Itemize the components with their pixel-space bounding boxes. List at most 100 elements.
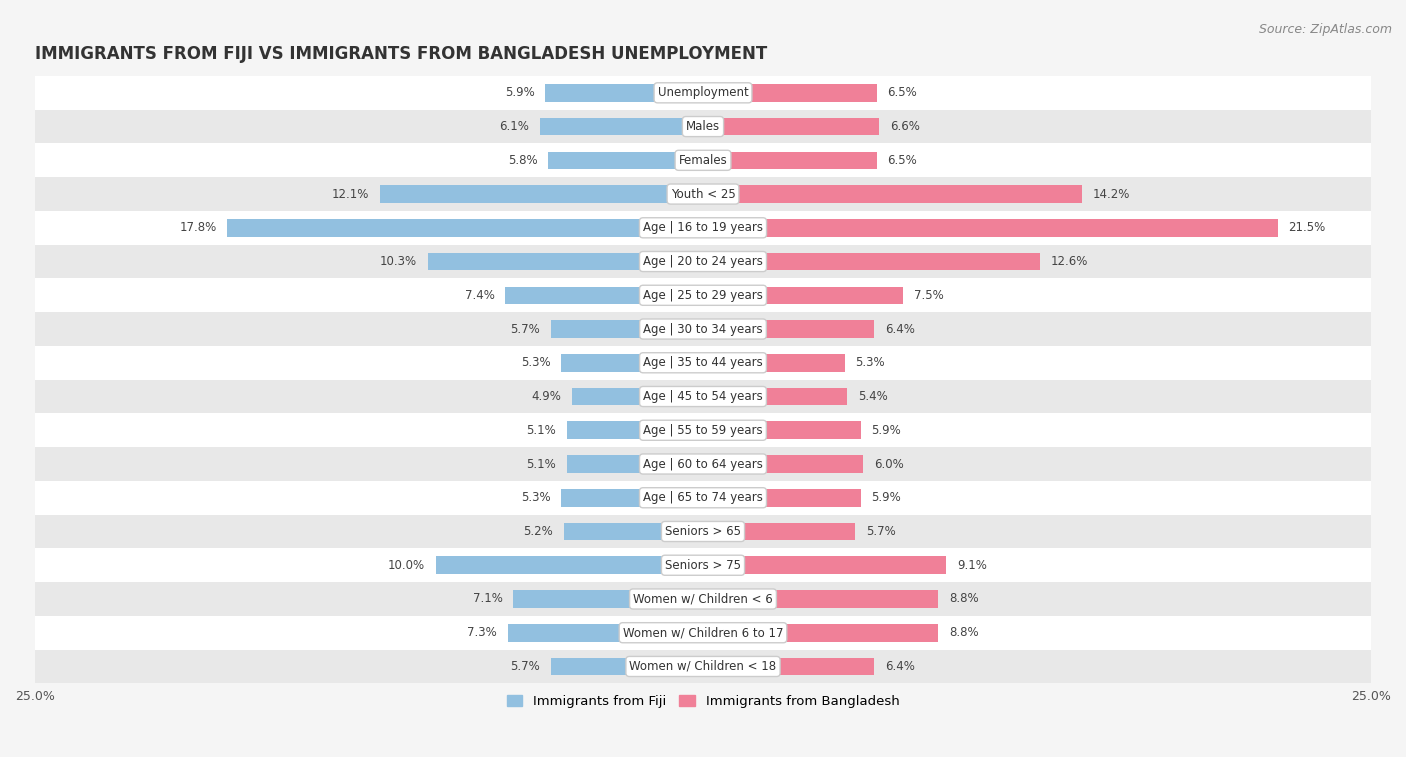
Text: 6.4%: 6.4% — [884, 660, 914, 673]
Bar — [703, 455, 863, 473]
Bar — [703, 624, 938, 641]
Bar — [703, 286, 904, 304]
Text: Age | 45 to 54 years: Age | 45 to 54 years — [643, 390, 763, 403]
Bar — [703, 84, 877, 101]
Bar — [561, 489, 703, 506]
Bar — [572, 388, 703, 405]
Bar — [703, 354, 845, 372]
Bar — [228, 219, 703, 237]
Text: 9.1%: 9.1% — [957, 559, 987, 572]
Bar — [427, 253, 703, 270]
Bar — [35, 447, 1371, 481]
Bar — [703, 658, 875, 675]
Text: 5.4%: 5.4% — [858, 390, 887, 403]
Text: Males: Males — [686, 120, 720, 133]
Text: Youth < 25: Youth < 25 — [671, 188, 735, 201]
Text: 5.3%: 5.3% — [855, 357, 884, 369]
Text: IMMIGRANTS FROM FIJI VS IMMIGRANTS FROM BANGLADESH UNEMPLOYMENT: IMMIGRANTS FROM FIJI VS IMMIGRANTS FROM … — [35, 45, 768, 64]
Text: 6.0%: 6.0% — [875, 457, 904, 471]
Bar — [380, 185, 703, 203]
Bar — [505, 286, 703, 304]
Bar — [35, 413, 1371, 447]
Bar — [35, 110, 1371, 143]
Text: Seniors > 75: Seniors > 75 — [665, 559, 741, 572]
Text: 6.6%: 6.6% — [890, 120, 920, 133]
Bar — [703, 590, 938, 608]
Bar — [703, 523, 855, 540]
Text: Age | 16 to 19 years: Age | 16 to 19 years — [643, 221, 763, 235]
Text: 5.3%: 5.3% — [522, 491, 551, 504]
Bar — [548, 151, 703, 169]
Text: 5.9%: 5.9% — [872, 491, 901, 504]
Text: 10.0%: 10.0% — [388, 559, 425, 572]
Text: 5.2%: 5.2% — [523, 525, 554, 538]
Bar — [540, 118, 703, 136]
Text: Females: Females — [679, 154, 727, 167]
Text: 5.8%: 5.8% — [508, 154, 537, 167]
Bar — [703, 422, 860, 439]
Bar — [35, 346, 1371, 380]
Bar — [703, 556, 946, 574]
Text: Age | 65 to 74 years: Age | 65 to 74 years — [643, 491, 763, 504]
Bar — [35, 650, 1371, 684]
Text: 5.1%: 5.1% — [526, 457, 555, 471]
Bar — [35, 76, 1371, 110]
Text: Age | 25 to 29 years: Age | 25 to 29 years — [643, 288, 763, 302]
Text: 21.5%: 21.5% — [1288, 221, 1326, 235]
Text: 5.7%: 5.7% — [510, 322, 540, 335]
Text: Age | 35 to 44 years: Age | 35 to 44 years — [643, 357, 763, 369]
Text: Women w/ Children < 18: Women w/ Children < 18 — [630, 660, 776, 673]
Bar — [551, 320, 703, 338]
Text: 5.7%: 5.7% — [866, 525, 896, 538]
Bar — [703, 388, 848, 405]
Text: 4.9%: 4.9% — [531, 390, 561, 403]
Text: 6.4%: 6.4% — [884, 322, 914, 335]
Text: 5.9%: 5.9% — [505, 86, 534, 99]
Text: 7.3%: 7.3% — [467, 626, 498, 639]
Text: Age | 60 to 64 years: Age | 60 to 64 years — [643, 457, 763, 471]
Bar — [508, 624, 703, 641]
Bar — [551, 658, 703, 675]
Text: 12.1%: 12.1% — [332, 188, 368, 201]
Bar — [703, 151, 877, 169]
Text: Women w/ Children 6 to 17: Women w/ Children 6 to 17 — [623, 626, 783, 639]
Text: Women w/ Children < 6: Women w/ Children < 6 — [633, 593, 773, 606]
Bar — [35, 245, 1371, 279]
Bar — [436, 556, 703, 574]
Bar — [703, 118, 879, 136]
Text: 14.2%: 14.2% — [1092, 188, 1130, 201]
Text: 8.8%: 8.8% — [949, 626, 979, 639]
Bar — [546, 84, 703, 101]
Bar — [703, 253, 1039, 270]
Text: 6.1%: 6.1% — [499, 120, 529, 133]
Text: Source: ZipAtlas.com: Source: ZipAtlas.com — [1258, 23, 1392, 36]
Bar — [35, 481, 1371, 515]
Bar — [703, 489, 860, 506]
Bar — [567, 455, 703, 473]
Text: 5.9%: 5.9% — [872, 424, 901, 437]
Text: Unemployment: Unemployment — [658, 86, 748, 99]
Text: 12.6%: 12.6% — [1050, 255, 1088, 268]
Bar — [35, 616, 1371, 650]
Text: Age | 30 to 34 years: Age | 30 to 34 years — [643, 322, 763, 335]
Bar — [567, 422, 703, 439]
Bar — [564, 523, 703, 540]
Bar — [35, 211, 1371, 245]
Text: 8.8%: 8.8% — [949, 593, 979, 606]
Bar — [35, 312, 1371, 346]
Text: 6.5%: 6.5% — [887, 154, 917, 167]
Text: 5.7%: 5.7% — [510, 660, 540, 673]
Text: 10.3%: 10.3% — [380, 255, 418, 268]
Bar — [703, 320, 875, 338]
Text: 6.5%: 6.5% — [887, 86, 917, 99]
Text: 7.1%: 7.1% — [472, 593, 502, 606]
Text: 17.8%: 17.8% — [180, 221, 217, 235]
Bar — [35, 177, 1371, 211]
Text: 7.5%: 7.5% — [914, 288, 943, 302]
Text: Age | 55 to 59 years: Age | 55 to 59 years — [643, 424, 763, 437]
Bar — [561, 354, 703, 372]
Bar — [35, 515, 1371, 548]
Text: 5.1%: 5.1% — [526, 424, 555, 437]
Bar — [703, 185, 1083, 203]
Bar — [513, 590, 703, 608]
